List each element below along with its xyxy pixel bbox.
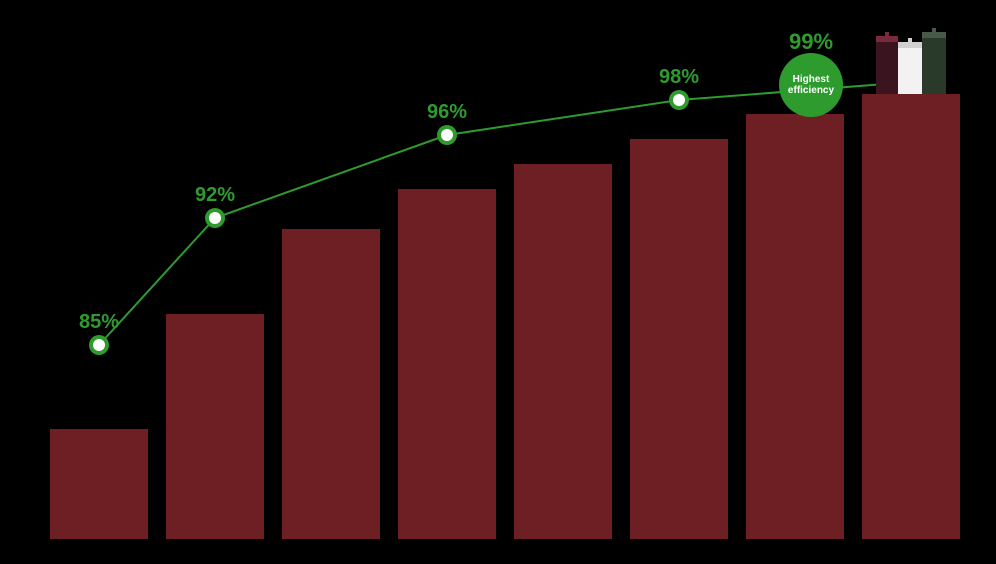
bar	[746, 114, 844, 539]
bar	[630, 139, 728, 539]
data-point-marker	[205, 208, 225, 228]
data-point-marker	[89, 335, 109, 355]
bar	[166, 314, 264, 539]
trend-line	[0, 0, 996, 564]
percent-label: 85%	[79, 311, 119, 334]
bar	[50, 429, 148, 539]
efficiency-chart: 85% 92% 96% 98% Highestefficiency99%	[0, 0, 996, 564]
percent-label: 96%	[427, 101, 467, 124]
bar	[282, 229, 380, 539]
equipment-icon	[876, 24, 948, 94]
percent-label: 98%	[659, 66, 699, 89]
highest-efficiency-badge: Highestefficiency	[779, 53, 843, 117]
bar	[862, 94, 960, 539]
bar	[514, 164, 612, 539]
bar	[398, 189, 496, 539]
data-point-marker	[437, 125, 457, 145]
data-point-marker	[669, 90, 689, 110]
percent-label: 92%	[195, 184, 235, 207]
percent-label: 99%	[789, 29, 833, 55]
